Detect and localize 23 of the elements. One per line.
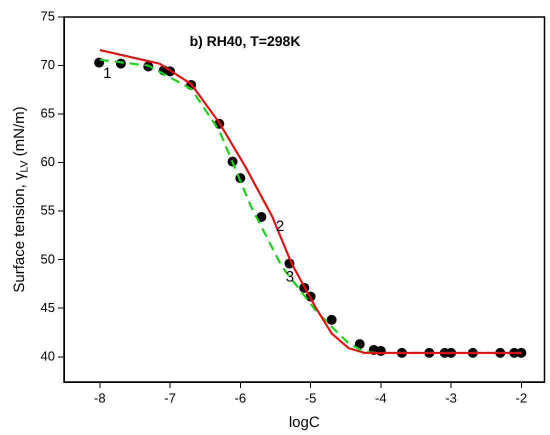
y-tick-label: 55 xyxy=(40,202,55,218)
y-tick-label: 45 xyxy=(40,300,55,315)
annotation: 2 xyxy=(276,218,284,236)
x-axis-title: logC xyxy=(288,414,320,432)
y-tick-label: 40 xyxy=(40,348,55,364)
y-tick-label: 50 xyxy=(40,251,55,266)
y-tick-label: 75 xyxy=(40,8,55,24)
annotation: 1 xyxy=(103,64,112,82)
x-tick-label: -6 xyxy=(234,390,246,406)
point xyxy=(94,58,104,68)
x-tick-label: -2 xyxy=(516,390,528,406)
y-tick-label: 60 xyxy=(40,154,55,170)
x-tick-label: -5 xyxy=(304,390,316,406)
y-tick-label: 70 xyxy=(40,57,55,72)
x-tick-label: -7 xyxy=(164,390,176,406)
x-tick-label: -3 xyxy=(445,390,457,406)
text: b) RH40, T=298K xyxy=(190,32,300,49)
point xyxy=(326,314,337,325)
x-tick-label: -4 xyxy=(375,390,387,406)
y-axis-title: Surface tension, γLV (mN/m) xyxy=(11,106,30,293)
x-tick-label: -8 xyxy=(94,390,106,406)
y-tick-label: 65 xyxy=(40,106,55,121)
point xyxy=(256,212,266,222)
